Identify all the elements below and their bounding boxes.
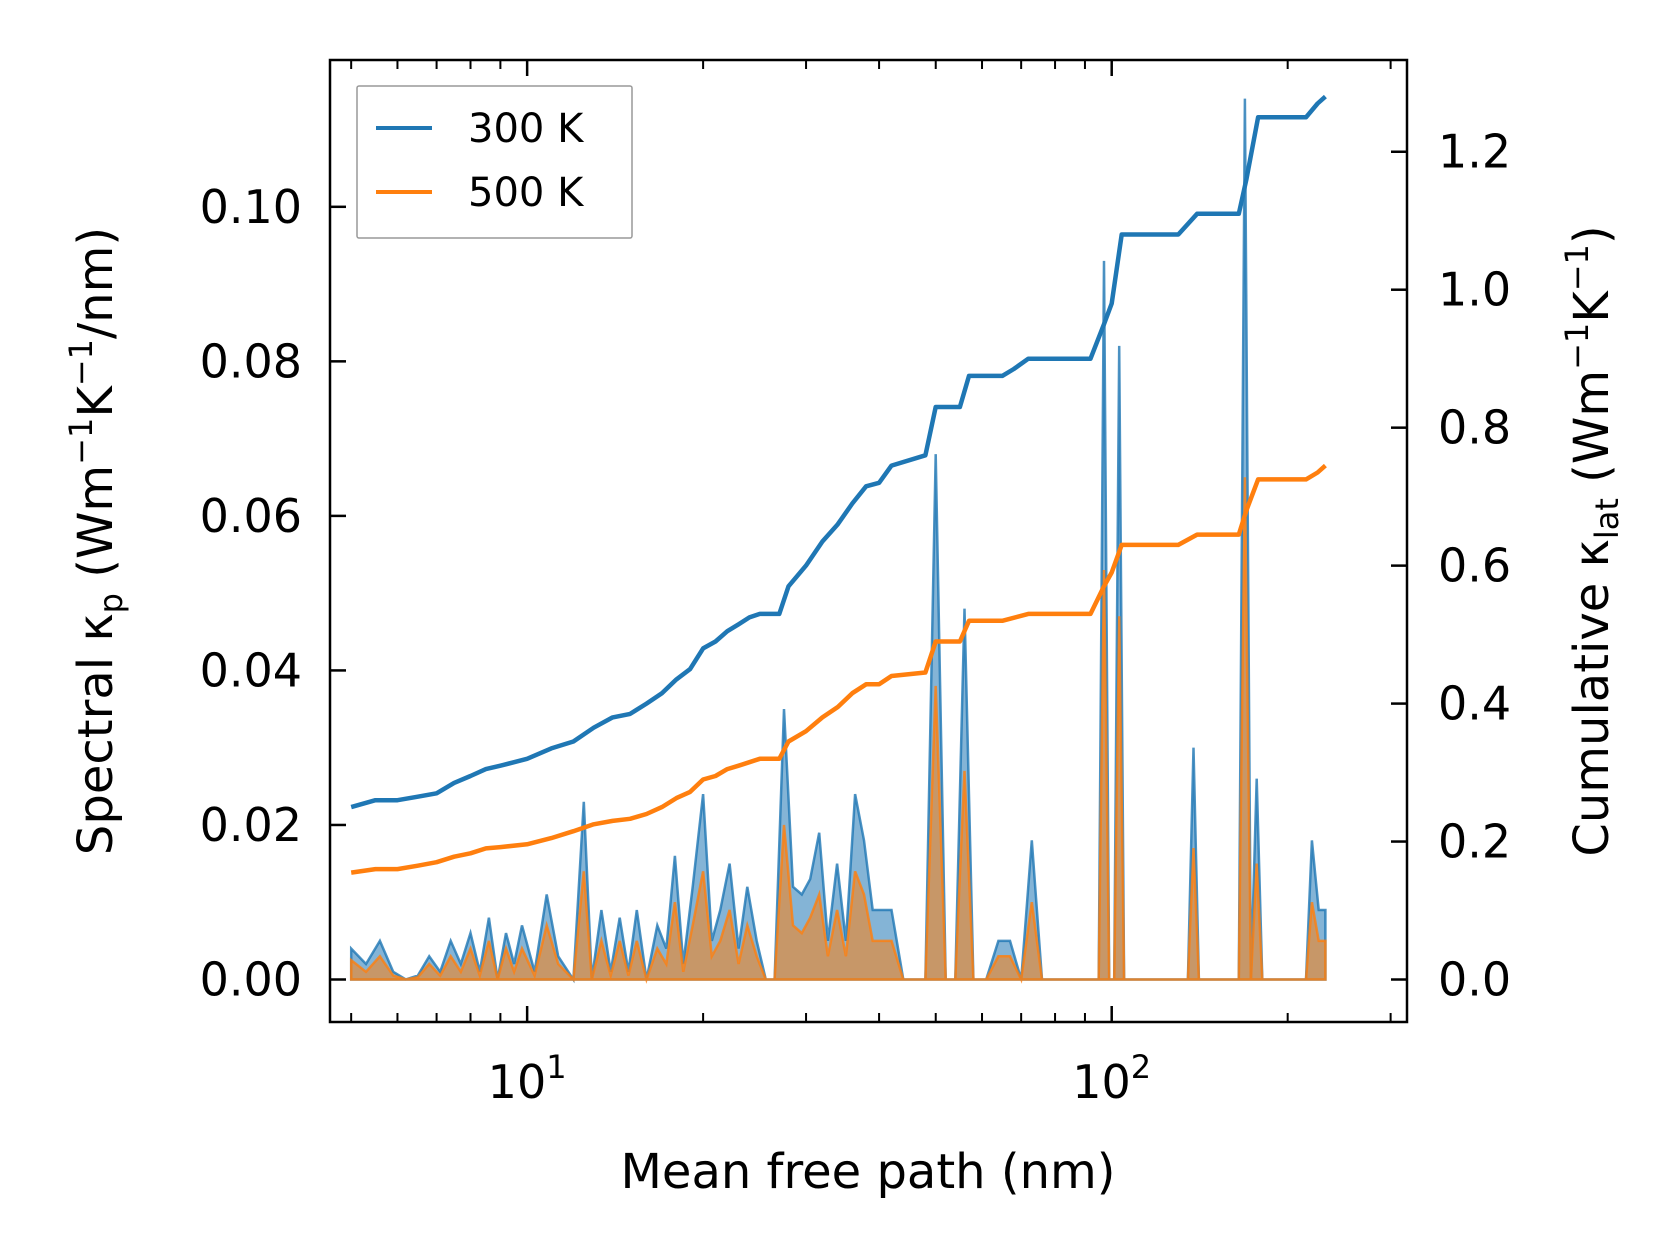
- legend-label-500k: 500 K: [468, 170, 585, 216]
- x-axis-ticks: 101 102: [350, 60, 1392, 1109]
- spectral-area-500k: [349, 477, 1327, 984]
- y-left-tick-label: 0.04: [200, 643, 302, 697]
- y-left-tick-label: 0.08: [200, 334, 302, 388]
- cumulative-line-500k: [350, 463, 1327, 875]
- legend-label-300k: 300 K: [468, 106, 585, 152]
- y-right-tick-label: 1.0: [1438, 263, 1511, 317]
- spectral-fill-layer: [349, 98, 1327, 984]
- cumulative-line-layer: [350, 94, 1327, 875]
- y-left-tick-label: 0.10: [200, 180, 302, 234]
- left-y-axis-ticks: 0.00 0.02 0.04 0.06 0.08 0.10: [200, 180, 346, 1007]
- y-left-tick-label: 0.00: [200, 953, 302, 1007]
- y-left-tick-label: 0.06: [200, 489, 302, 543]
- legend-box: [356, 85, 633, 239]
- y-right-tick-label: 0.2: [1438, 815, 1511, 869]
- y-right-tick-label: 0.8: [1438, 401, 1511, 455]
- left-y-axis-title: Spectral κp (Wm−1K−1/nm): [62, 227, 130, 855]
- cumulative-line-300k: [350, 94, 1327, 810]
- y-right-tick-label: 0.4: [1438, 677, 1511, 731]
- y-right-tick-label: 0.0: [1438, 953, 1511, 1007]
- legend: 300 K 500 K: [356, 85, 633, 239]
- x-tick-label: 102: [1072, 1048, 1151, 1109]
- right-y-axis-title: Cumulative κlat (Wm−1K−1): [1558, 225, 1626, 856]
- y-right-tick-label: 0.6: [1438, 539, 1511, 593]
- y-left-tick-label: 0.02: [200, 798, 302, 852]
- plot-frame: [328, 58, 1409, 1024]
- x-axis-title: Mean free path (nm): [621, 1144, 1116, 1200]
- right-y-axis-ticks: 0.0 0.2 0.4 0.6 0.8 1.0 1.2: [1391, 125, 1511, 1007]
- y-right-tick-label: 1.2: [1438, 125, 1511, 179]
- x-tick-label: 101: [488, 1048, 567, 1109]
